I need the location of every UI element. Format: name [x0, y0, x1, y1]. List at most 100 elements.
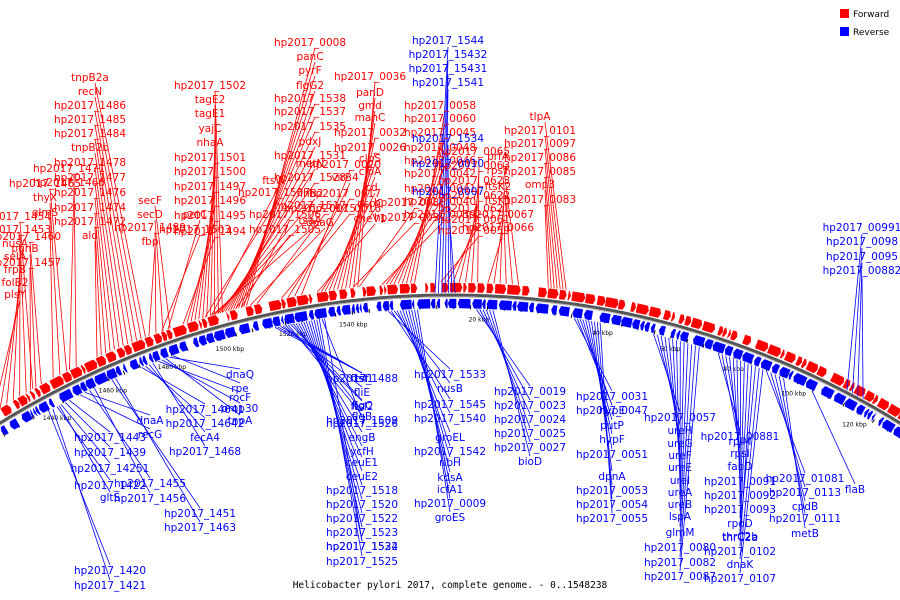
reverse-gene-label: hp2017_1524: [326, 541, 398, 553]
forward-gene-label: hp2017_1460: [0, 231, 61, 243]
forward-gene-arrow: [684, 315, 692, 326]
forward-gene-arrow: [449, 282, 463, 293]
reverse-gene-arrow: [444, 298, 448, 309]
forward-gene-arrow: [538, 287, 547, 298]
forward-gene-label: ftsK1: [485, 195, 512, 207]
ruler-tick: [284, 321, 287, 326]
reverse-leader-line: [736, 359, 741, 491]
forward-gene-label: hp2017_0623: [438, 175, 510, 187]
forward-gene-label: hp2017_1531: [274, 150, 346, 162]
forward-gene-arrow: [766, 344, 781, 358]
reverse-gene-label: groES: [435, 512, 466, 524]
reverse-gene-arrow: [844, 398, 858, 412]
reverse-gene-label: hp2017_0107: [704, 573, 776, 585]
forward-leader-line: [73, 173, 77, 367]
reverse-leader-line: [739, 364, 753, 547]
reverse-strand-genes: [0, 298, 900, 439]
forward-gene-label: clpA: [359, 166, 382, 178]
forward-gene-label: hp2017_0016: [309, 203, 381, 215]
forward-leader-line: [29, 241, 42, 385]
forward-leader-line: [544, 135, 564, 290]
reverse-gene-arrow: [611, 314, 622, 326]
forward-gene-label: gmd: [358, 100, 382, 112]
reverse-gene-arrow: [512, 301, 517, 311]
forward-leader-line: [502, 191, 507, 284]
forward-gene-label: hp2017_1472: [54, 216, 126, 228]
reverse-gene-label: rpsI: [730, 448, 750, 460]
reverse-gene-arrow: [382, 301, 390, 311]
reverse-leader-line: [725, 355, 741, 437]
reverse-gene-label: flgB: [352, 411, 372, 423]
reverse-gene-arrow: [793, 372, 808, 387]
reverse-gene-arrow: [239, 323, 251, 335]
forward-gene-label: panD: [356, 87, 384, 99]
reverse-gene-label: hp2017_1420: [74, 565, 146, 577]
reverse-gene-arrow: [294, 311, 308, 323]
reverse-gene-arrow: [355, 303, 360, 314]
forward-gene-label: hp2017_0015: [284, 203, 356, 215]
reverse-leader-line: [861, 276, 864, 400]
forward-leader-line: [243, 61, 316, 307]
ruler-tick: [107, 377, 110, 382]
forward-leader-line: [6, 274, 21, 404]
reverse-gene-label: lspA: [669, 511, 692, 523]
forward-leader-line: [406, 137, 446, 284]
ruler-label: 100 kbp: [782, 391, 807, 398]
forward-gene-label: hp2017_0037: [374, 212, 446, 224]
forward-leader-line: [94, 197, 111, 352]
forward-gene-label: recN: [78, 86, 102, 98]
forward-leader-line: [471, 170, 480, 283]
forward-gene-label: hp2017_1495: [174, 210, 246, 222]
forward-gene-arrow: [0, 404, 12, 417]
reverse-gene-label: hp2017_0087: [644, 571, 716, 583]
reverse-gene-arrow: [436, 298, 441, 309]
legend-reverse-label: Reverse: [853, 28, 890, 38]
reverse-gene-label: ureE: [668, 462, 692, 474]
forward-gene-arrow: [399, 283, 411, 294]
reverse-gene-arrow: [761, 359, 773, 372]
reverse-leader-line: [68, 399, 111, 433]
forward-gene-label: hp2017_0039: [404, 209, 476, 221]
forward-gene-arrow: [198, 319, 203, 330]
ruler-label: 40 kbp: [592, 330, 613, 337]
forward-gene-label: panC: [296, 51, 323, 63]
reverse-leader-line: [857, 262, 863, 397]
reverse-leader-line: [165, 358, 241, 416]
forward-leader-line: [214, 104, 219, 314]
forward-gene-label: hp2017_1517: [274, 200, 346, 212]
reverse-leader-line: [318, 319, 363, 557]
reverse-gene-arrow: [389, 300, 394, 311]
reverse-leader-line: [476, 309, 531, 387]
reverse-gene-arrow: [30, 409, 36, 418]
forward-leader-line: [19, 234, 27, 393]
reverse-gene-label: cpdB: [792, 501, 818, 513]
reverse-gene-arrow: [457, 298, 471, 309]
forward-gene-arrow: [630, 302, 636, 312]
forward-gene-label: hp2017_0020: [309, 159, 381, 171]
reverse-gene-label: engB: [349, 432, 376, 444]
reverse-gene-arrow: [659, 325, 666, 336]
reverse-gene-label: tnpA: [228, 415, 253, 427]
reverse-gene-label: kdsA: [437, 472, 463, 484]
forward-gene-arrow: [383, 285, 387, 295]
reverse-gene-label: dnaA: [137, 415, 165, 427]
reverse-leader-line: [447, 169, 453, 294]
reverse-gene-arrow: [252, 320, 260, 331]
reverse-gene-label: hp2017_15432: [409, 49, 488, 61]
forward-gene-arrow: [863, 390, 875, 403]
ruler-tick: [31, 415, 35, 420]
forward-gene-arrow: [12, 399, 20, 410]
reverse-gene-label: hp2017_0113: [769, 487, 841, 499]
forward-leader-line: [227, 146, 316, 312]
forward-gene-arrow: [165, 329, 173, 340]
reverse-gene-label: hp2017_1422: [74, 480, 146, 492]
reverse-gene-label: ftsI2: [351, 401, 374, 413]
forward-gene-label: hp2017_0085: [504, 166, 576, 178]
forward-gene-arrow: [468, 282, 477, 293]
forward-gene-arrow: [571, 291, 586, 303]
reverse-gene-label: hp2017_1421: [74, 580, 146, 592]
reverse-gene-arrow: [863, 408, 870, 418]
forward-gene-label: hp2017_0058: [404, 100, 476, 112]
forward-leader-line: [49, 202, 61, 375]
